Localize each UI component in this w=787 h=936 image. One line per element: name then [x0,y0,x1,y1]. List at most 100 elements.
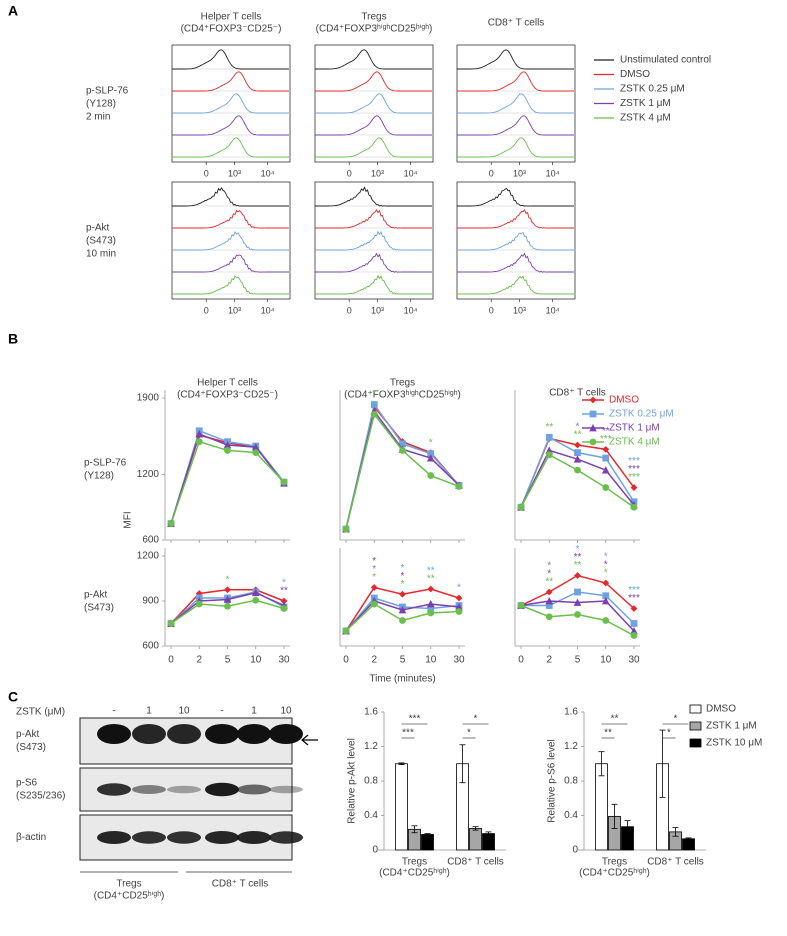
blot-band [132,724,166,744]
marker [545,602,553,609]
blot-row-label: (S235/236) [16,791,65,802]
marker [574,441,581,449]
panel-label: C [8,689,18,705]
axis-tick-label: 0 [347,305,352,315]
y-tick-label: 600 [142,535,159,546]
histogram-frame [314,181,434,300]
y-tick-label: 1.2 [564,741,578,752]
x-tick-label: 10 [250,655,262,666]
significance-mark: *** [600,434,612,445]
marker [574,572,581,579]
row-label: p-Akt [84,590,108,601]
histogram-trace [457,93,574,114]
x-tick-label: 2 [546,655,552,666]
axis-tick-label: 0 [204,305,209,315]
histogram-trace [315,49,432,70]
marker [370,401,378,408]
marker [280,478,288,486]
x-tick-label: 0 [343,655,349,666]
x-tick-label: 2 [371,655,377,666]
row-label: (S473) [86,236,116,247]
axis-tick-label: 0 [347,168,352,178]
marker [251,443,260,451]
panel-label: B [8,331,18,347]
y-tick-label: 0.8 [364,776,378,787]
significance-mark: * [576,544,580,555]
row-label: 2 min [86,112,110,123]
group-label: Tregs [116,879,141,890]
blot-band [97,831,131,844]
x-tick-label: 5 [400,655,406,666]
marker [630,620,638,627]
x-tick-label: 5 [575,655,581,666]
blot-band [205,782,239,797]
significance-mark: * [604,552,608,563]
significance-mark: * [457,583,461,594]
marker [545,588,553,596]
x-tick-label: 0 [168,655,174,666]
legend-label: ZSTK 1 μM [706,721,757,732]
y-tick-label: 1200 [137,469,160,480]
axis-tick-label: 10⁴ [261,168,275,178]
legend-swatch [689,738,702,748]
legend-marker [589,424,597,432]
y-tick-label: 1.6 [364,707,378,718]
significance-mark: ** [427,566,435,577]
marker [426,454,435,462]
significance-mark: * [401,563,405,574]
histogram-trace [457,49,574,70]
group-label: CD8⁺ T cells [212,879,269,890]
lane-label: 1 [146,706,152,717]
significance-mark: ** [604,728,612,739]
marker [455,594,463,602]
significance-mark: *** [409,714,421,725]
significance-mark: ** [545,422,553,433]
histogram-trace [457,187,574,207]
significance-mark: * [372,389,376,400]
blot-band [237,784,271,795]
axis-tick-label: 10³ [371,168,384,178]
marker [602,579,610,587]
blot-band [205,831,239,844]
histogram-trace [172,71,289,92]
bar [469,828,482,851]
x-tick-label: Tregs [602,857,627,868]
x-tick-label: 2 [196,655,202,666]
significance-mark: ** [574,560,582,571]
marker [370,410,378,418]
histogram-trace [172,275,289,295]
blot-band [237,831,271,844]
marker [224,602,231,610]
histogram-trace [315,274,432,295]
column-subtitle: (CD4⁺FOXP3⁻CD25⁻) [181,24,282,35]
significance-mark: * [604,560,608,571]
axis-tick-label: 10⁴ [261,305,275,315]
group-label: (CD4⁺CD25ʰⁱᵍʰ) [94,891,165,902]
marker [399,440,406,448]
significance-mark: * [226,574,230,585]
blot-band [269,785,303,794]
marker [342,627,350,635]
legend-label: DMSO [620,69,650,80]
x-tick-label: 30 [278,655,290,666]
axis-tick-label: 0 [489,305,494,315]
marker [630,605,638,612]
marker [630,627,638,635]
marker [223,595,232,603]
significance-mark: ** [611,714,619,725]
x-axis-label: Time (minutes) [369,674,435,685]
marker [455,608,463,615]
significance-mark: * [372,564,376,575]
significance-mark: * [604,568,608,579]
marker [223,440,232,449]
marker [602,445,610,453]
histogram-trace [457,231,574,251]
significance-mark: ** [602,426,610,437]
marker [545,433,553,441]
significance-mark: * [547,561,551,572]
x-tick-label: 5 [225,655,231,666]
histogram-trace [457,209,574,229]
x-tick-label: CD8⁺ T cells [447,857,504,868]
histogram-trace [172,115,289,136]
histogram-frame [456,44,576,163]
